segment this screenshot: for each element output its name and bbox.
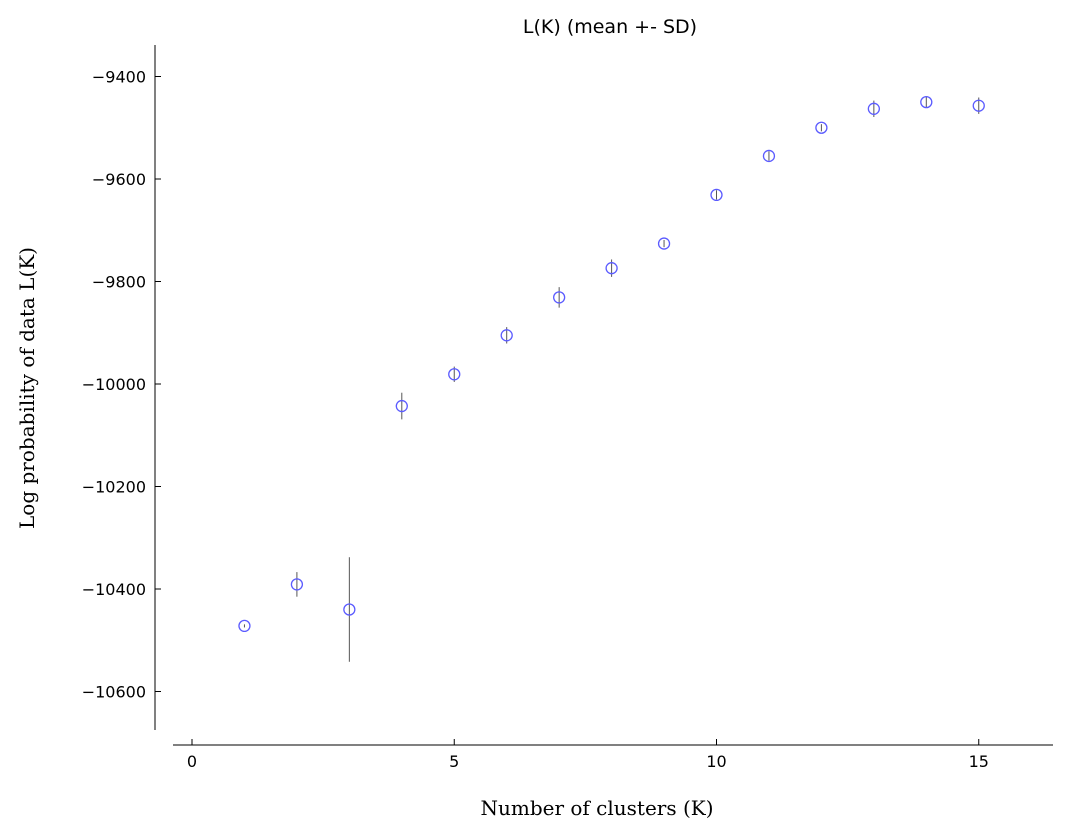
x-tick-label: 0 <box>187 752 197 771</box>
y-tick-label: −9400 <box>92 68 146 87</box>
data-point <box>500 329 513 342</box>
error-bars <box>243 97 980 662</box>
x-tick-label: 15 <box>969 752 989 771</box>
chart-title: L(K) (mean +- SD) <box>523 16 697 38</box>
y-tick-label: −10200 <box>82 478 146 497</box>
data-point <box>343 603 356 616</box>
y-tick-label: −10400 <box>82 580 146 599</box>
data-point <box>448 368 461 381</box>
x-ticks: 0 5 10 15 <box>187 739 989 771</box>
data-point <box>657 237 671 250</box>
data-point <box>395 399 408 413</box>
data-point <box>710 188 723 202</box>
y-ticks: −9400 −9600 −9800 −10000 −10200 −10400 −10600 <box>82 68 161 702</box>
data-point <box>553 291 566 304</box>
data-point <box>920 95 933 109</box>
data-point <box>238 619 251 633</box>
x-tick-label: 5 <box>449 752 459 771</box>
data-point <box>605 262 618 275</box>
y-tick-label: −10600 <box>82 683 146 702</box>
data-point <box>815 121 828 134</box>
data-point <box>290 578 304 591</box>
data-point <box>972 99 985 112</box>
y-tick-label: −10000 <box>82 375 146 394</box>
data-points <box>238 95 985 633</box>
x-axis-label: Number of clusters (K) <box>480 796 713 820</box>
data-point <box>867 102 880 115</box>
x-tick-label: 10 <box>706 752 726 771</box>
data-point <box>762 149 776 163</box>
y-axis-label: Log probability of data L(K) <box>15 247 39 529</box>
y-tick-label: −9800 <box>92 273 146 292</box>
y-tick-label: −9600 <box>92 170 146 189</box>
